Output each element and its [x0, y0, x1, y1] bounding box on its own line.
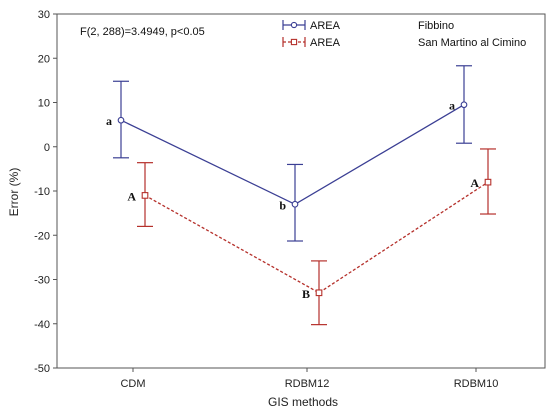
y-tick-label: -50	[34, 363, 50, 375]
data-point-fibbino	[117, 116, 125, 124]
y-tick-label: -20	[34, 230, 50, 242]
legend-prefix-fibbino: AREA	[310, 20, 341, 32]
statistics-annotation: F(2, 288)=3.4949, p<0.05	[80, 26, 205, 38]
data-point-fibbino	[291, 200, 299, 208]
y-axis-title: Error (%)	[7, 168, 21, 217]
data-point-fibbino	[460, 101, 468, 109]
group-letter-san-martino-al-cimino: B	[302, 287, 310, 301]
x-tick-label: RDBM12	[285, 378, 330, 390]
data-point-san-martino-al-cimino	[315, 289, 323, 297]
y-tick-label: -30	[34, 275, 50, 287]
group-letter-fibbino: b	[279, 198, 286, 212]
y-tick-label: -40	[34, 319, 50, 331]
y-tick-label: 0	[44, 142, 50, 154]
data-point-san-martino-al-cimino	[484, 178, 492, 186]
series-line-san-martino-al-cimino	[144, 181, 489, 294]
legend-prefix-san-martino: AREA	[310, 37, 341, 49]
legend-marker-san-martino	[290, 38, 298, 46]
x-axis-title: GIS methods	[268, 395, 338, 409]
x-tick-label: RDBM10	[454, 378, 499, 390]
series-line-fibbino	[120, 104, 465, 206]
data-point-san-martino-al-cimino	[141, 192, 149, 199]
y-tick-label: 30	[38, 9, 50, 21]
x-tick-label: CDM	[120, 378, 145, 390]
y-tick-label: -10	[34, 186, 50, 198]
legend-entry-fibbino: AREA Fibbino	[282, 20, 454, 32]
group-letter-san-martino-al-cimino: A	[127, 189, 136, 203]
legend-label-san-martino: San Martino al Cimino	[418, 37, 526, 49]
group-letter-fibbino: a	[449, 99, 455, 113]
legend-entry-san-martino: AREA San Martino al Cimino	[282, 37, 526, 49]
group-letter-san-martino-al-cimino: A	[470, 176, 479, 190]
y-tick-label: 10	[38, 98, 50, 110]
group-letter-fibbino: a	[106, 114, 112, 128]
legend-marker-fibbino	[290, 21, 298, 29]
legend-label-fibbino: Fibbino	[418, 20, 454, 32]
legend: AREA Fibbino AREA San Martino al Cimino	[282, 20, 526, 49]
y-tick-label: 20	[38, 53, 50, 65]
